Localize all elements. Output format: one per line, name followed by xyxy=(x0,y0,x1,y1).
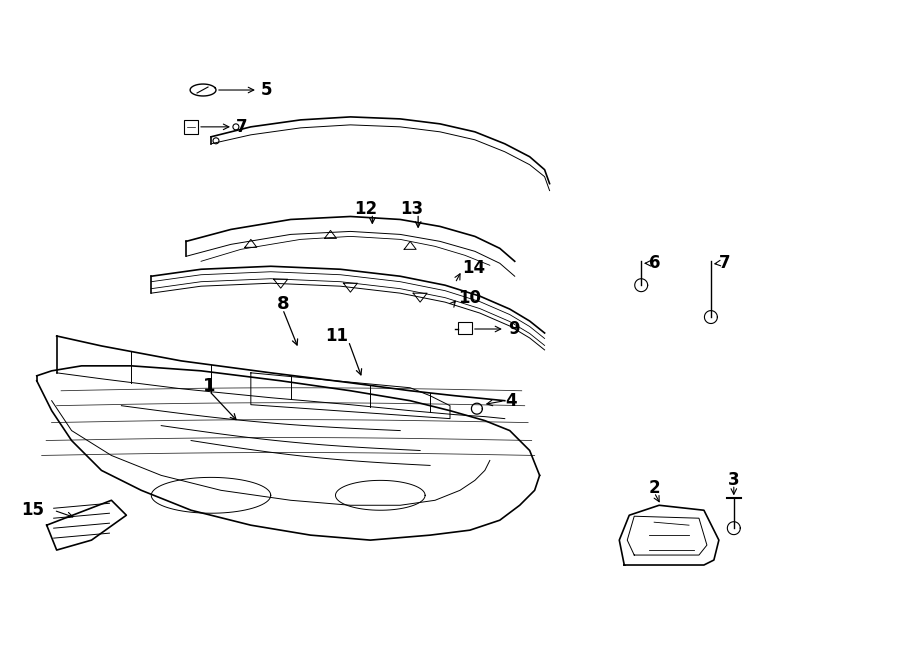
Text: 10: 10 xyxy=(458,289,481,307)
Text: 5: 5 xyxy=(261,81,273,99)
Text: 14: 14 xyxy=(462,259,485,277)
Text: 1: 1 xyxy=(202,377,215,395)
Text: 13: 13 xyxy=(400,200,424,217)
Text: 9: 9 xyxy=(508,320,519,338)
Text: 15: 15 xyxy=(21,501,44,520)
Text: 7: 7 xyxy=(719,254,731,272)
Text: 12: 12 xyxy=(354,200,377,217)
Text: 3: 3 xyxy=(728,471,740,489)
Text: 8: 8 xyxy=(276,295,289,313)
Text: 7: 7 xyxy=(236,118,248,136)
Text: 4: 4 xyxy=(505,392,517,410)
Text: 6: 6 xyxy=(649,254,661,272)
Text: 2: 2 xyxy=(648,479,660,497)
Text: 11: 11 xyxy=(326,327,348,345)
